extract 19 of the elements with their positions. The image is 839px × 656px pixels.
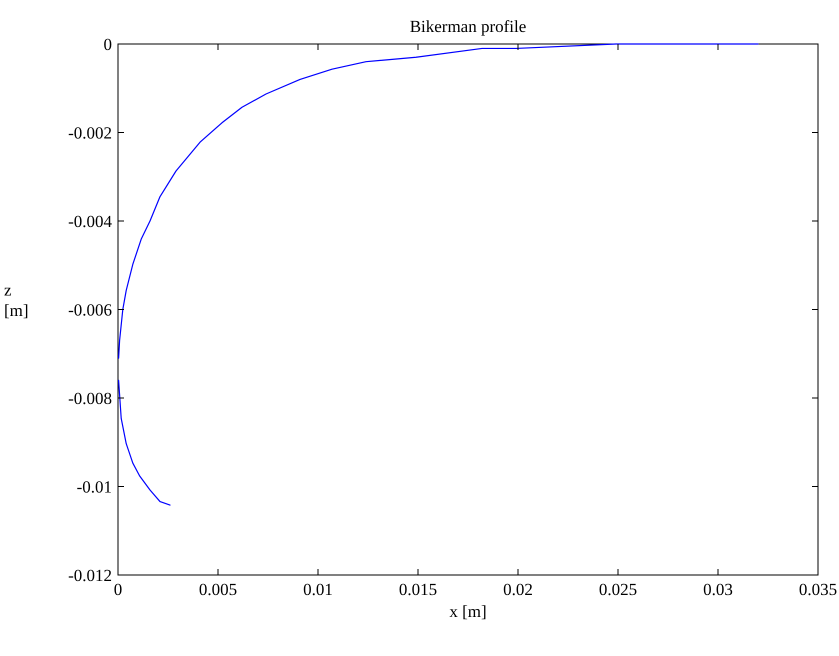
chart-title: Bikerman profile — [410, 17, 526, 36]
x-axis-title: x [m] — [449, 602, 487, 621]
x-tick-label: 0.025 — [598, 580, 638, 599]
y-tick-label: -0.006 — [68, 300, 112, 320]
y-axis-title: z [m] — [4, 280, 29, 320]
line-series — [118, 380, 171, 506]
x-tick-label: 0.03 — [703, 580, 733, 599]
x-tick-label: 0.015 — [398, 580, 438, 599]
x-tick-label: 0.01 — [303, 580, 333, 599]
y-tick-label: -0.01 — [76, 477, 112, 496]
y-tick-label: -0.002 — [68, 123, 112, 142]
x-tick-label: 0.005 — [198, 580, 238, 599]
y-tick-label: -0.004 — [68, 212, 112, 231]
line-series — [118, 43, 759, 359]
x-tick-label: 0.035 — [798, 580, 838, 599]
y-tick-label: 0 — [104, 34, 112, 54]
x-tick-label: 0.02 — [503, 580, 533, 599]
y-tick-label: -0.012 — [68, 566, 112, 585]
y-tick-label: -0.008 — [68, 388, 112, 408]
